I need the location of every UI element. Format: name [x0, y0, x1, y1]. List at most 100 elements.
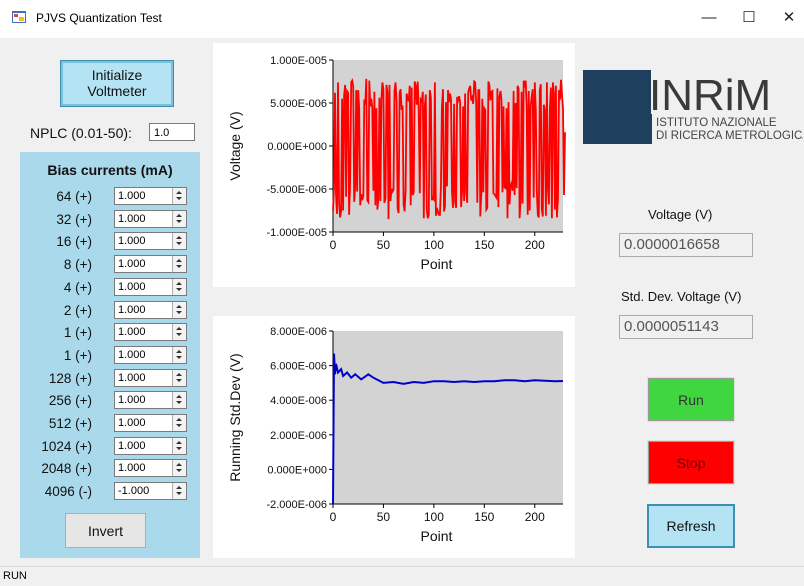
bias-spinbox[interactable]: 1.000 — [114, 277, 187, 296]
bias-label: 512 (+) — [48, 416, 92, 431]
bias-spinbox[interactable]: 1.000 — [114, 323, 187, 342]
window-title: PJVS Quantization Test — [36, 11, 162, 25]
spin-buttons[interactable] — [172, 415, 186, 431]
bias-row: 32 (+) 1.000 — [20, 209, 200, 230]
bias-label: 2 (+) — [63, 302, 92, 318]
spin-buttons[interactable] — [172, 437, 186, 454]
spin-down-icon[interactable] — [176, 446, 182, 450]
bias-spinbox[interactable]: 1.000 — [114, 459, 187, 478]
bias-value: 1.000 — [118, 235, 146, 248]
bias-value: -1.000 — [118, 485, 150, 498]
spin-down-icon[interactable] — [176, 242, 182, 246]
spin-buttons[interactable] — [172, 369, 186, 386]
spin-up-icon[interactable] — [176, 259, 182, 263]
spin-down-icon[interactable] — [176, 287, 182, 291]
svg-text:ISTITUTO NAZIONALE: ISTITUTO NAZIONALE — [656, 117, 777, 129]
spin-buttons[interactable] — [172, 483, 186, 500]
bias-spinbox[interactable]: 1.000 — [114, 209, 187, 228]
stop-button[interactable]: Stop — [647, 440, 735, 485]
refresh-button[interactable]: Refresh — [647, 504, 735, 548]
bias-label: 2048 (+) — [41, 461, 92, 477]
spin-buttons[interactable] — [172, 301, 186, 318]
spin-down-icon[interactable] — [176, 492, 182, 496]
spin-down-icon[interactable] — [176, 265, 182, 269]
spin-down-icon[interactable] — [176, 424, 182, 427]
bias-spinbox[interactable]: 1.000 — [114, 391, 187, 410]
bias-spinbox[interactable]: 1.000 — [114, 255, 187, 274]
spin-buttons[interactable] — [172, 346, 186, 363]
spin-down-icon[interactable] — [176, 310, 182, 314]
bias-value: 1.000 — [118, 462, 146, 475]
spin-up-icon[interactable] — [176, 418, 182, 421]
spin-buttons[interactable] — [172, 278, 186, 295]
bias-value: 1.000 — [118, 371, 146, 384]
bias-spinbox[interactable]: 1.000 — [114, 300, 187, 319]
spin-up-icon[interactable] — [176, 191, 182, 194]
spin-up-icon[interactable] — [176, 213, 182, 217]
spin-up-icon[interactable] — [176, 372, 182, 376]
bias-spinbox[interactable]: 1.000 — [114, 368, 187, 387]
run-button[interactable]: Run — [647, 377, 735, 422]
spin-down-icon[interactable] — [176, 333, 182, 337]
y-tick-label: -1.000E-005 — [266, 227, 327, 239]
y-tick-label: 8.000E-006 — [270, 326, 327, 338]
voltage-series-line — [332, 77, 566, 220]
spin-up-icon[interactable] — [176, 281, 182, 285]
spin-buttons[interactable] — [172, 392, 186, 409]
spin-up-icon[interactable] — [176, 304, 182, 308]
bias-spinbox[interactable]: 1.000 — [114, 232, 187, 251]
y-axis-label: Voltage (V) — [227, 111, 243, 180]
close-button[interactable]: ✕ — [782, 9, 796, 26]
spin-buttons[interactable] — [172, 460, 186, 477]
svg-text:DI RICERCA METROLOGICA: DI RICERCA METROLOGICA — [656, 130, 803, 142]
x-tick-label: 0 — [330, 238, 337, 252]
nplc-input[interactable]: 1.0 — [149, 123, 195, 141]
spin-buttons[interactable] — [172, 233, 186, 250]
voltage-label: Voltage (V) — [648, 207, 713, 222]
x-tick-label: 150 — [474, 238, 494, 252]
spin-up-icon[interactable] — [176, 395, 182, 399]
status-text: RUN — [3, 570, 27, 582]
bias-spinbox[interactable]: -1.000 — [114, 482, 187, 501]
bias-value: 1.000 — [118, 417, 146, 429]
y-tick-label: 0.000E+000 — [267, 464, 327, 476]
spin-up-icon[interactable] — [176, 349, 182, 353]
bias-currents-title: Bias currents (mA) — [47, 162, 173, 178]
bias-currents-panel: Bias currents (mA) 64 (+) 1.000 32 (+) 1.00… — [20, 152, 200, 558]
std-dev-chart: 8.000E-006 6.000E-006 4.000E-006 2.000E-006… — [213, 316, 575, 558]
spin-up-icon[interactable] — [176, 327, 182, 331]
bias-label: 16 (+) — [56, 234, 92, 250]
bias-spinbox[interactable]: 1.000 — [114, 414, 187, 432]
spin-down-icon[interactable] — [176, 219, 182, 223]
bias-value: 1.000 — [118, 439, 146, 452]
std-dev-series-line — [332, 353, 564, 505]
bias-spinbox[interactable]: 1.000 — [114, 436, 187, 455]
spin-up-icon[interactable] — [176, 486, 182, 490]
bias-label: 4096 (-) — [44, 484, 92, 500]
bias-spinbox[interactable]: 1.000 — [114, 187, 187, 205]
spin-up-icon[interactable] — [176, 463, 182, 467]
minimize-button[interactable]: — — [701, 9, 717, 26]
y-tick-label: -2.000E-006 — [266, 499, 327, 511]
bias-value: 1.000 — [118, 326, 146, 339]
spin-buttons[interactable] — [172, 256, 186, 273]
x-axis-label: Point — [421, 528, 453, 544]
spin-down-icon[interactable] — [176, 469, 182, 473]
spin-down-icon[interactable] — [176, 378, 182, 382]
spin-up-icon[interactable] — [176, 440, 182, 444]
invert-button[interactable]: Invert — [65, 513, 146, 548]
bias-row: 2048 (+) 1.000 — [20, 459, 200, 479]
spin-down-icon[interactable] — [176, 401, 182, 405]
bias-spinbox[interactable]: 1.000 — [114, 345, 187, 364]
y-tick-label: 0.000E+000 — [267, 141, 327, 153]
spin-buttons[interactable] — [172, 188, 186, 204]
spin-buttons[interactable] — [172, 324, 186, 341]
y-tick-label: 5.000E-006 — [270, 98, 327, 110]
spin-down-icon[interactable] — [176, 355, 182, 359]
spin-up-icon[interactable] — [176, 236, 182, 240]
bias-value: 1.000 — [118, 394, 146, 407]
maximize-button[interactable]: ☐ — [742, 9, 756, 26]
initialize-voltmeter-button[interactable]: Initialize Voltmeter — [60, 60, 174, 107]
spin-buttons[interactable] — [172, 210, 186, 227]
spin-down-icon[interactable] — [176, 197, 182, 200]
